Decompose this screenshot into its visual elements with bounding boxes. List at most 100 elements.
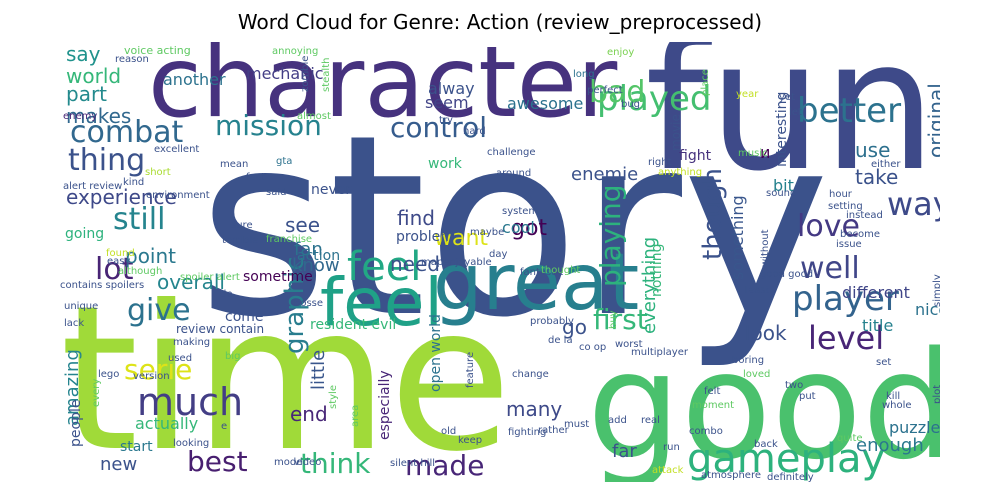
- word-especially: especially: [377, 370, 393, 440]
- word-issue: issue: [836, 239, 862, 250]
- word-enjoy: enjoy: [607, 47, 635, 58]
- word-awesome: awesome: [507, 94, 584, 113]
- word-review-contain: review contain: [176, 322, 265, 336]
- word-day: day: [489, 249, 508, 260]
- word-although: although: [118, 266, 163, 277]
- word-use: use: [855, 138, 891, 162]
- word-feel: feel: [320, 264, 443, 341]
- word-resident-evil: resident evil: [310, 317, 397, 333]
- word-mechanic: mechanic: [246, 64, 324, 83]
- word-gta: gta: [276, 156, 293, 167]
- word-big: big: [225, 351, 241, 362]
- word-enjoyable: enjoyable: [443, 257, 492, 268]
- word-set: set: [876, 357, 892, 368]
- word-back: back: [754, 439, 778, 450]
- word-whole: whole: [882, 400, 912, 411]
- word-see: see: [285, 213, 321, 237]
- word-used: used: [168, 353, 193, 364]
- word-every: every: [91, 378, 102, 407]
- word-quite: quite: [837, 433, 863, 444]
- word-alway: alway: [428, 79, 475, 98]
- word-sometime: sometime: [243, 269, 313, 285]
- word-map: map: [421, 257, 444, 268]
- word-challenge: challenge: [487, 147, 536, 158]
- word-think: think: [300, 447, 371, 480]
- word-environment: environment: [146, 190, 210, 201]
- word-great: great: [433, 238, 640, 328]
- word-plot: plot: [932, 384, 940, 404]
- word-fact: fact: [246, 172, 266, 183]
- word-looking: looking: [173, 438, 210, 449]
- word-buy: buy: [608, 310, 619, 329]
- word-still: still: [113, 202, 166, 237]
- word-weapon: weapon: [490, 481, 576, 483]
- word-enemie: enemie: [571, 164, 639, 185]
- word-two: two: [785, 380, 804, 391]
- word-much: much: [137, 380, 244, 424]
- word-work: work: [428, 156, 462, 172]
- word-worst: worst: [615, 339, 643, 350]
- word-go: go: [562, 315, 587, 339]
- word-find: find: [397, 206, 435, 230]
- word-terrible: terrible: [222, 235, 259, 246]
- word-mean: mean: [220, 159, 249, 170]
- word-thing: thing: [68, 143, 146, 178]
- word-run: run: [663, 442, 680, 453]
- word-something: something: [728, 195, 747, 280]
- word-almost: almost: [297, 111, 331, 122]
- word-makes: makes: [66, 104, 132, 128]
- word-probably: probably: [530, 316, 574, 327]
- word-give: give: [127, 293, 191, 328]
- word-said: said: [266, 187, 287, 198]
- word-story: story: [198, 81, 830, 372]
- word-sure: sure: [231, 220, 253, 231]
- word-look: look: [745, 321, 787, 345]
- word-found: found: [106, 248, 135, 259]
- word-better: better: [797, 91, 902, 131]
- word-stealth: stealth: [321, 57, 332, 92]
- word-new: new: [100, 454, 138, 475]
- word-nice: nice: [915, 300, 940, 319]
- word-open-world: open world: [428, 314, 444, 392]
- word-felt: felt: [704, 386, 721, 397]
- word-moment: moment: [692, 400, 735, 411]
- word-bosse: bosse: [294, 298, 324, 309]
- word-time: time: [60, 263, 512, 482]
- word-must: must: [564, 419, 590, 430]
- word-end: end: [290, 402, 328, 426]
- word-franchise: franchise: [266, 234, 313, 245]
- chart-title: Word Cloud for Genre: Action (review_pre…: [237, 10, 763, 34]
- word-combat: combat: [70, 115, 184, 150]
- word-never: never: [311, 182, 352, 198]
- word-definitely: definitely: [767, 472, 814, 483]
- word-fun: fun: [645, 42, 937, 211]
- word-seem: seem: [425, 93, 469, 112]
- word-right: right: [648, 157, 672, 168]
- word-without: without: [760, 229, 771, 267]
- word-puzzle: puzzle: [889, 418, 940, 437]
- word-excellent: excellent: [154, 144, 200, 155]
- word-и: и: [760, 143, 771, 162]
- word-area: area: [350, 404, 361, 427]
- word-say: say: [66, 42, 101, 66]
- word-annoying: annoying: [272, 46, 319, 57]
- word-fantastic: fantastic: [520, 267, 564, 278]
- word-kind: kind: [123, 177, 145, 188]
- word-reason: reason: [115, 54, 149, 65]
- word-atmosphere: atmosphere: [701, 470, 761, 481]
- word-music: music: [738, 148, 768, 159]
- word-bit: bit: [773, 176, 794, 195]
- word-bug: bug: [621, 99, 641, 110]
- word-zombie: zombie: [300, 55, 311, 92]
- word-hard: hard: [463, 126, 486, 137]
- word-let: let: [789, 107, 802, 118]
- word-love: love: [797, 209, 860, 244]
- word-need: need: [390, 252, 440, 276]
- word-real: real: [641, 415, 660, 426]
- word-system: system: [502, 206, 539, 217]
- word-cool: cool: [502, 218, 535, 237]
- word-different: different: [842, 283, 910, 302]
- word-setting: setting: [828, 201, 863, 212]
- word-cloud: story time good fun character great feel gamepl…: [60, 42, 940, 482]
- word-played: played: [597, 79, 712, 119]
